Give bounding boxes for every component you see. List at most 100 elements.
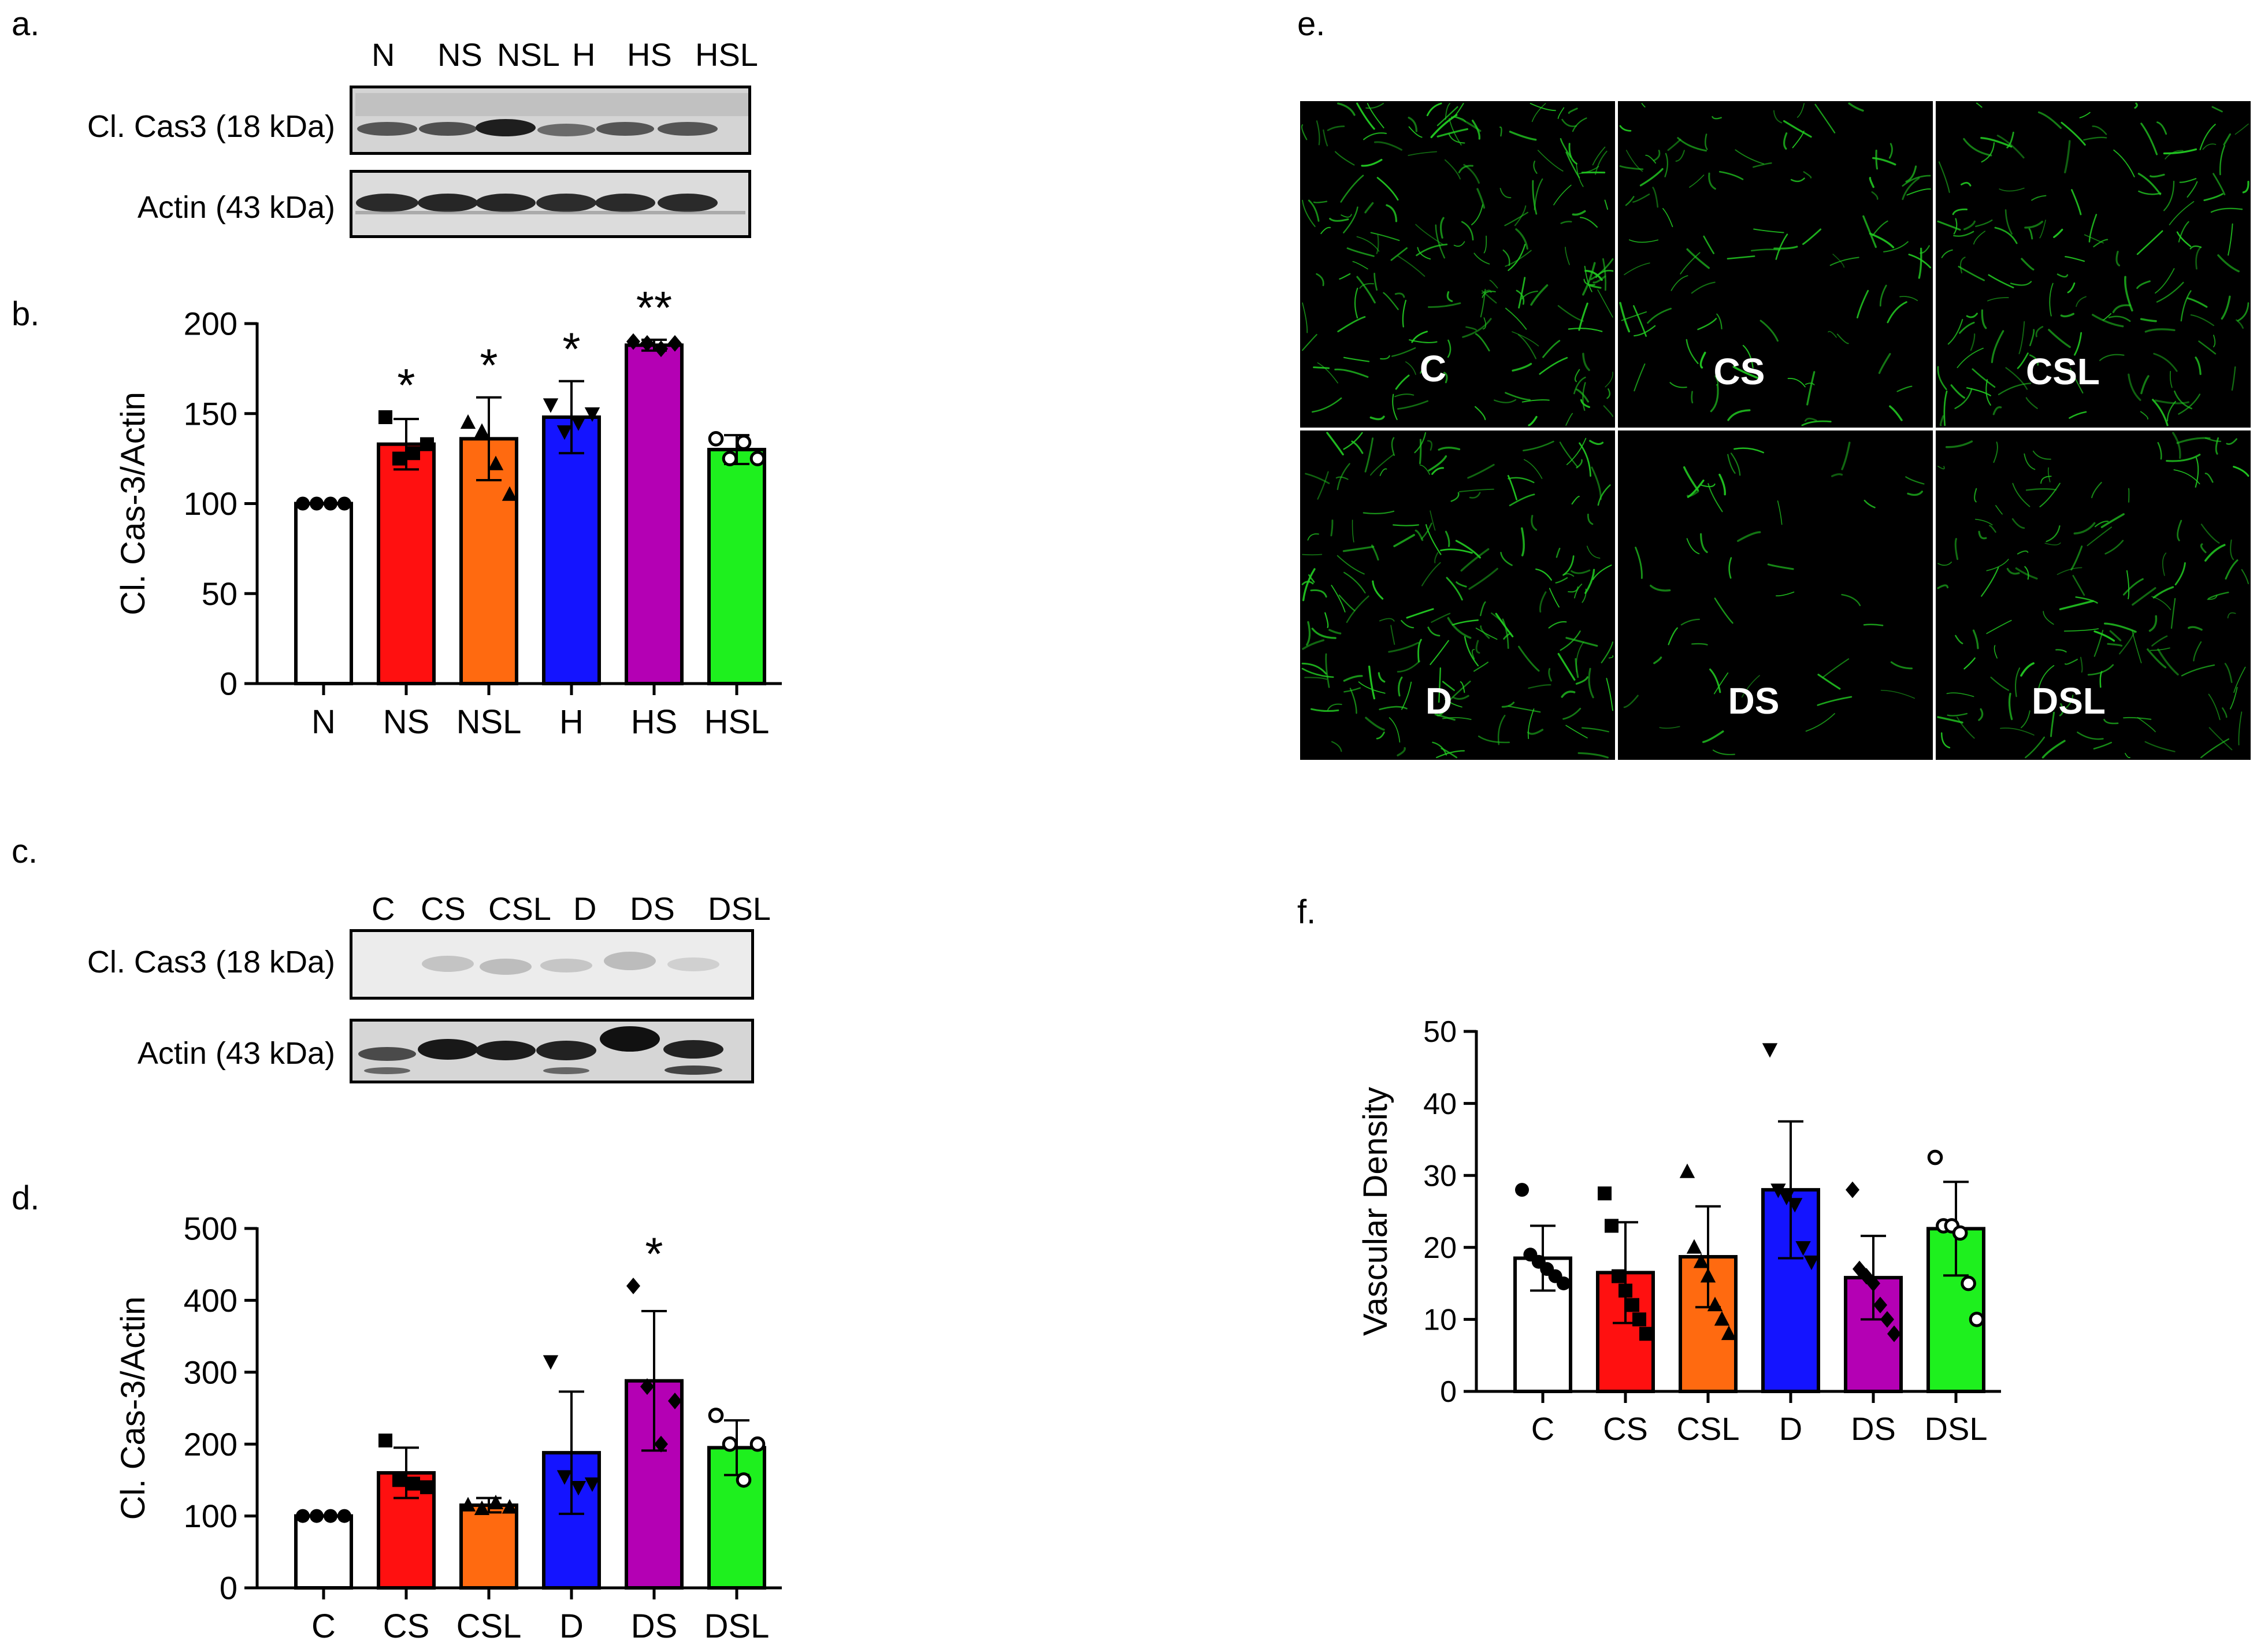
vessel (2107, 643, 2123, 647)
vessel (2123, 578, 2144, 596)
vessel (1575, 658, 1579, 678)
vessel (1495, 612, 1514, 637)
vessel (2056, 567, 2082, 576)
vessel (2242, 180, 2249, 194)
vessel (1503, 632, 1512, 640)
panel-background (1300, 430, 1615, 760)
vessel (1301, 334, 1317, 351)
vessel (1978, 530, 1987, 540)
vessel (1502, 249, 1510, 266)
significance-marker: * (645, 1228, 663, 1280)
vessel (2241, 569, 2249, 584)
vessel (1625, 196, 1635, 206)
vessel (1518, 277, 1526, 309)
bar-C (294, 1514, 353, 1590)
vessel (2213, 173, 2226, 195)
vessel (1705, 133, 1708, 150)
vessel (1363, 132, 1387, 140)
vessel (1326, 432, 1344, 456)
vessel (1539, 591, 1547, 613)
vessel (1471, 649, 1475, 660)
vessel (1425, 524, 1442, 555)
vessel (1990, 677, 2010, 691)
vessel (1883, 241, 1909, 253)
vessel (1427, 626, 1441, 637)
vessel (2178, 393, 2201, 415)
vessel-network (1619, 102, 1932, 426)
y-tick-label: 50 (202, 576, 237, 612)
data-point (556, 425, 573, 440)
data-point (296, 496, 310, 511)
vessel (1458, 488, 1494, 492)
vessel (1662, 208, 1673, 228)
vessel (1325, 653, 1330, 688)
vessel (2221, 295, 2231, 320)
x-tick-label: NSL (456, 703, 522, 741)
vessel (2132, 587, 2156, 606)
vessel (2151, 635, 2168, 647)
vessel (1391, 437, 1395, 456)
vessel (2029, 329, 2035, 347)
vessel (1556, 547, 1561, 558)
vessel (1363, 510, 1395, 515)
vessel (1411, 331, 1428, 343)
vessel (1364, 437, 1374, 473)
vessel (1367, 103, 1384, 129)
vessel (1713, 672, 1729, 695)
vessel (1331, 585, 1346, 612)
vessel (1606, 388, 1610, 399)
vessel (1675, 150, 1685, 162)
data-point (488, 455, 504, 470)
vessel (1712, 116, 1722, 120)
vessel (2015, 667, 2021, 697)
vessel (1446, 291, 1453, 302)
vessel (1447, 339, 1452, 358)
vessel (1878, 352, 1891, 374)
vessel (1446, 577, 1463, 601)
vessel (1564, 573, 1575, 577)
vessel (2187, 297, 2208, 308)
vessel (1589, 440, 1604, 446)
data-point (392, 1473, 406, 1487)
vessel (1501, 701, 1515, 708)
data-point (392, 451, 406, 466)
vessel (2025, 488, 2057, 491)
vessel (2204, 473, 2214, 483)
vessel (1954, 538, 1959, 560)
vessel (2190, 314, 2215, 326)
vessel (1947, 712, 1968, 717)
vessel (1588, 667, 1594, 699)
data-point (460, 414, 476, 429)
vessel (2104, 622, 2137, 633)
vessel (1941, 249, 1953, 258)
vessel (2189, 245, 2202, 250)
vessel (1996, 135, 2025, 159)
vessel (1906, 188, 1931, 196)
data-point (1873, 1297, 1887, 1313)
vessel (1966, 313, 1978, 318)
vessel (1478, 735, 1510, 744)
significance-marker: * (480, 340, 498, 391)
vessel (2225, 559, 2239, 580)
vessel (1346, 247, 1375, 257)
vessel (1346, 595, 1369, 623)
vessel (1753, 228, 1784, 233)
vessel (2109, 630, 2122, 641)
vessel (1732, 366, 1761, 380)
vessel (2228, 223, 2233, 256)
vessel (1952, 208, 1968, 216)
y-tick-label: 150 (184, 395, 237, 432)
vessel (1902, 177, 1920, 201)
y-tick-label: 200 (184, 1426, 237, 1462)
vessel (1961, 181, 1972, 187)
data-point (1795, 1241, 1811, 1256)
vessel (2166, 454, 2201, 462)
data-point (543, 1355, 559, 1370)
vessel (2005, 367, 2028, 390)
x-tick-label: D (559, 1608, 584, 1645)
panel-background (1936, 430, 2251, 760)
x-tick-label: HS (631, 703, 678, 741)
vessel (1597, 289, 1613, 318)
vessel (1302, 639, 1325, 650)
vessel (2075, 596, 2098, 604)
